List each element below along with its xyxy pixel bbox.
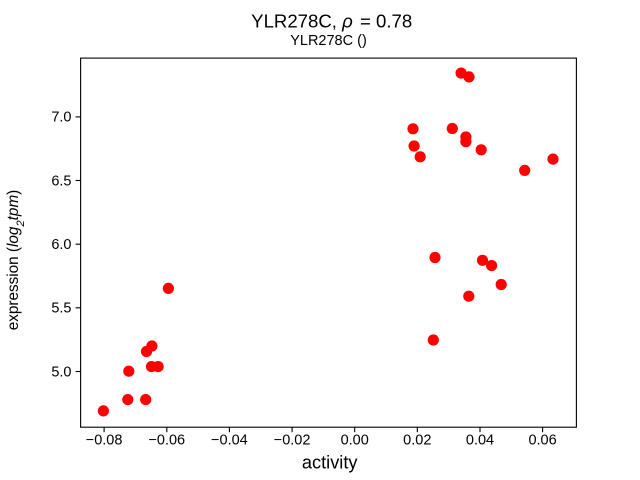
svg-text:−0.08: −0.08 — [86, 433, 123, 449]
svg-text:YLR278C, ρ = 0.78: YLR278C, ρ = 0.78 — [251, 11, 412, 32]
svg-text:6.5: 6.5 — [51, 173, 71, 189]
svg-text:5.0: 5.0 — [51, 364, 71, 380]
svg-text:−0.04: −0.04 — [211, 433, 248, 449]
svg-text:7.0: 7.0 — [51, 110, 71, 126]
svg-text:0.06: 0.06 — [528, 433, 556, 449]
svg-text:−0.02: −0.02 — [274, 433, 311, 449]
svg-text:activity: activity — [302, 453, 358, 473]
svg-text:−0.06: −0.06 — [148, 433, 185, 449]
svg-text:6.0: 6.0 — [51, 237, 71, 253]
svg-text:YLR278C (): YLR278C () — [290, 33, 367, 49]
svg-text:0.02: 0.02 — [403, 433, 431, 449]
svg-text:5.5: 5.5 — [51, 301, 71, 317]
svg-text:0.00: 0.00 — [341, 433, 369, 449]
svg-text:0.04: 0.04 — [466, 433, 494, 449]
